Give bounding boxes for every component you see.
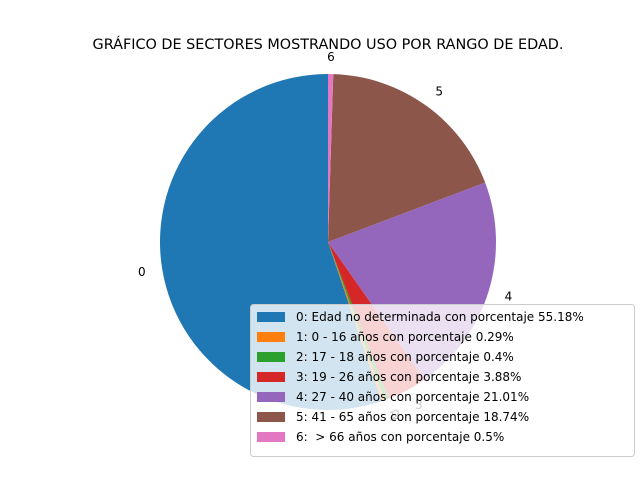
legend-swatch-2	[257, 352, 285, 362]
legend-label-5: 5: 41 - 65 años con porcentaje 18.74%	[296, 410, 529, 424]
pie-slice-label-5: 5	[435, 85, 443, 99]
chart-title: GRÁFICO DE SECTORES MOSTRANDO USO POR RA…	[93, 36, 564, 53]
legend: 0: Edad no determinada con porcentaje 55…	[250, 304, 635, 457]
legend-label-1: 1: 0 - 16 años con porcentaje 0.29%	[296, 330, 514, 344]
legend-label-0: 0: Edad no determinada con porcentaje 55…	[296, 310, 584, 324]
legend-swatch-4	[257, 392, 285, 402]
pie-slice-label-6: 6	[327, 50, 335, 64]
legend-swatch-6	[257, 432, 285, 442]
pie-slice-label-4: 4	[505, 289, 513, 303]
pie-slice-6	[328, 73, 334, 242]
legend-frame	[250, 304, 635, 457]
legend-label-6: 6: > 66 años con porcentaje 0.5%	[296, 430, 504, 444]
legend-swatch-1	[257, 332, 285, 342]
legend-label-4: 4: 27 - 40 años con porcentaje 21.01%	[296, 390, 529, 404]
legend-swatch-3	[257, 372, 285, 382]
legend-swatch-5	[257, 412, 285, 422]
legend-swatch-0	[257, 312, 285, 322]
legend-label-2: 2: 17 - 18 años con porcentaje 0.4%	[296, 350, 514, 364]
legend-label-3: 3: 19 - 26 años con porcentaje 3.88%	[296, 370, 521, 384]
pie-slice-5	[328, 74, 486, 242]
pie-slice-label-0: 0	[138, 265, 146, 279]
